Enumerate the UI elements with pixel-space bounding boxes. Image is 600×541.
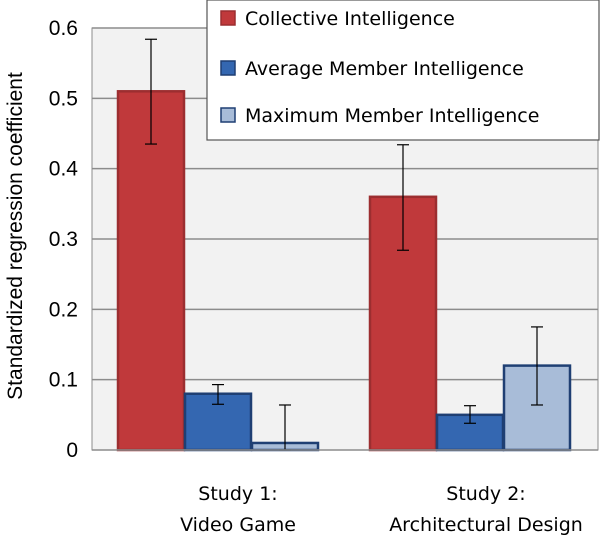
legend-label: Collective Intelligence [245,8,455,30]
y-tick-label: 0.4 [49,158,79,181]
y-tick-label: 0.3 [49,228,78,251]
legend-label: Maximum Member Intelligence [245,105,539,127]
legend-label: Average Member Intelligence [245,58,524,80]
x-axis-categories: Study 1: Video Game Study 2: Architectural … [180,483,583,536]
legend: Collective Intelligence Average Member In… [206,0,600,141]
x-category-label: Architectural Design [389,514,583,536]
y-tick-label: 0.6 [49,17,78,40]
x-category-label: Study 1: [198,483,277,505]
y-axis-label: Standardized regression coefficient [4,72,27,400]
y-tick-label: 0.1 [49,369,78,392]
legend-box [206,0,600,141]
y-axis-ticks: 0 0.1 0.2 0.3 0.4 0.5 0.6 [49,17,79,462]
error-bars [145,38,543,451]
legend-swatch [220,107,236,123]
y-tick-label: 0 [66,439,78,462]
y-tick-label: 0.2 [49,298,78,321]
legend-swatch [220,10,236,26]
x-category-label: Study 2: [446,483,525,505]
bar-collective-intelligence-1 [116,90,186,452]
x-category-label: Video Game [180,514,296,536]
y-tick-label: 0.5 [49,87,78,110]
legend-swatch [220,60,236,76]
